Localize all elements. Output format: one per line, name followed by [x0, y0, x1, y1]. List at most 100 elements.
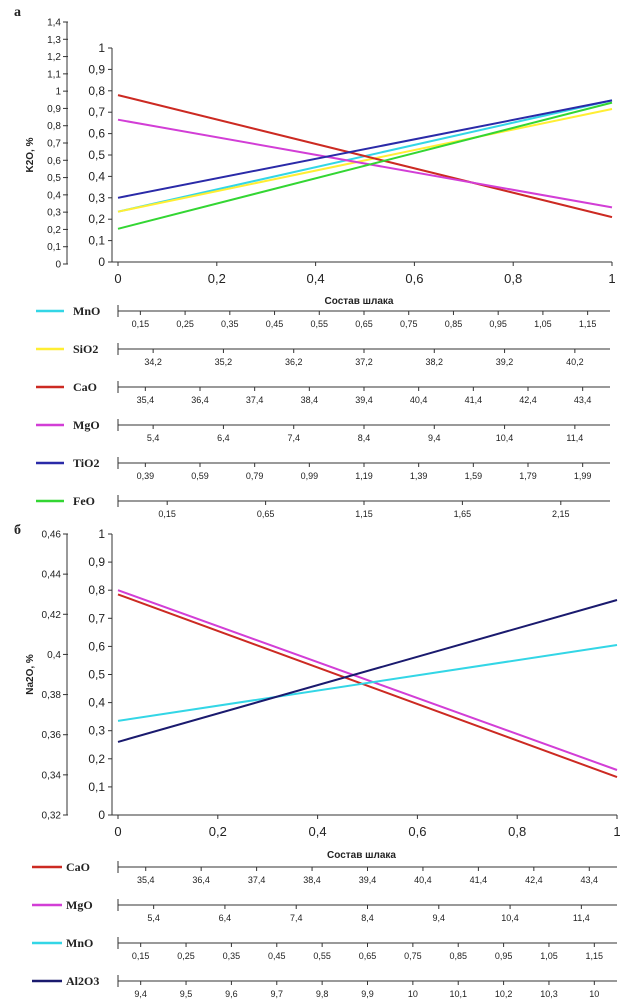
scale-tick-label: 8,4: [358, 433, 371, 443]
scale-tick-label: 0,55: [313, 951, 331, 961]
scale-tick-label: 43,4: [574, 395, 592, 405]
inner-y-tick-label: 1: [98, 41, 105, 55]
x-tick-label: 1: [613, 824, 620, 839]
scale-tick-label: 9,4: [134, 989, 147, 999]
x-tick-label: 0,8: [508, 824, 526, 839]
outer-y-tick-label: 0,38: [42, 690, 62, 701]
scale-name-al2o3: Al2O3: [66, 974, 99, 988]
x-tick-label: 0,8: [504, 271, 522, 286]
scale-tick-label: 6,4: [219, 913, 232, 923]
scale-tick-label: 36,4: [192, 875, 210, 885]
series-line-mno: [117, 644, 618, 722]
scale-tick-label: 9,5: [180, 989, 193, 999]
scale-tick-label: 10: [408, 989, 418, 999]
inner-y-tick-label: 0,4: [88, 696, 105, 710]
scale-name-sio2: SiO2: [73, 342, 98, 356]
scale-tick-label: 0,95: [495, 951, 513, 961]
scale-tick-label: 0,85: [445, 319, 463, 329]
inner-y-tick-label: 0,9: [88, 62, 105, 76]
outer-y-tick-label: 1,4: [47, 18, 61, 29]
inner-y-tick-label: 0,7: [88, 105, 105, 119]
inner-y-tick-label: 0,9: [88, 555, 105, 569]
scale-tick-label: 10,2: [495, 989, 513, 999]
outer-y-tick-label: 1,2: [47, 52, 61, 63]
y-axis-title: K2O, %: [25, 137, 36, 172]
scale-tick-label: 0,25: [177, 951, 195, 961]
inner-y-tick-label: 0,6: [88, 639, 105, 653]
scale-tick-label: 41,4: [465, 395, 483, 405]
scale-name-cao: CaO: [73, 380, 97, 394]
scale-tick-label: 9,8: [316, 989, 329, 999]
scale-tick-label: 0,95: [489, 319, 507, 329]
inner-y-tick-label: 0,5: [88, 148, 105, 162]
scale-tick-label: 39,2: [496, 357, 514, 367]
chart-panel-a: а K2O, % 0 0,1 0,2 0,3 0,4 0,5 0,6 0,7 0,8 0,9 1 1,1 1…: [14, 5, 616, 519]
inner-y-tick-label: 0,1: [88, 234, 105, 248]
scale-tick-label: 0,15: [132, 951, 150, 961]
outer-y-tick-label: 0,46: [42, 530, 62, 541]
scale-tick-label: 6,4: [217, 433, 230, 443]
scale-name-mno: MnO: [73, 304, 100, 318]
inner-y-tick-label: 0,2: [88, 752, 105, 766]
scale-tick-label: 1,79: [519, 471, 537, 481]
scale-name-cao: CaO: [66, 860, 90, 874]
scale-tick-label: 10,3: [540, 989, 558, 999]
series-line-tio2: [117, 99, 613, 199]
series-line-cao: [117, 593, 618, 779]
inner-y-tick-label: 0,3: [88, 191, 105, 205]
scale-tick-label: 5,4: [147, 913, 160, 923]
scale-tick-label: 10: [589, 989, 599, 999]
outer-y-tick-label: 0,3: [47, 208, 61, 219]
inner-y-tick-label: 0,3: [88, 724, 105, 738]
scale-name-tio2: TiO2: [73, 456, 99, 470]
series-line-mgo: [117, 118, 613, 209]
scale-tick-label: 1,15: [586, 951, 604, 961]
outer-y-tick-label: 0,4: [47, 190, 61, 201]
outer-y-tick-label: 0,7: [47, 139, 61, 150]
x-tick-label: 0: [114, 824, 121, 839]
scale-tick-label: 40,4: [414, 875, 432, 885]
scale-tick-label: 42,4: [519, 395, 537, 405]
scale-tick-label: 10,1: [449, 989, 467, 999]
scale-tick-label: 0,79: [246, 471, 264, 481]
scale-tick-label: 9,4: [428, 433, 441, 443]
series-line-mgo: [117, 589, 618, 771]
scale-tick-label: 0,65: [355, 319, 373, 329]
outer-y-tick-label: 0,1: [47, 242, 61, 253]
series-line-feo: [117, 101, 613, 230]
scale-tick-label: 40,4: [410, 395, 428, 405]
scale-tick-label: 36,4: [191, 395, 209, 405]
scale-tick-label: 38,4: [303, 875, 321, 885]
panel-label: б: [14, 523, 21, 538]
scale-tick-label: 37,2: [355, 357, 373, 367]
x-tick-label: 0,6: [405, 271, 423, 286]
x-tick-label: 0,4: [309, 824, 327, 839]
scale-tick-label: 39,4: [355, 395, 373, 405]
outer-y-tick-label: 0,4: [47, 650, 61, 661]
x-tick-label: 0: [114, 271, 121, 286]
x-tick-label: 0,4: [307, 271, 325, 286]
scale-tick-label: 40,2: [566, 357, 584, 367]
outer-y-tick-label: 0,6: [47, 156, 61, 167]
scale-tick-label: 0,15: [158, 509, 176, 519]
scale-tick-label: 8,4: [361, 913, 374, 923]
inner-y-tick-label: 0,8: [88, 84, 105, 98]
scale-tick-label: 5,4: [147, 433, 160, 443]
scale-tick-label: 1,39: [410, 471, 428, 481]
scale-tick-label: 35,4: [137, 875, 155, 885]
scale-tick-label: 1,99: [574, 471, 592, 481]
outer-y-tick-label: 0,44: [42, 570, 62, 581]
scale-tick-label: 2,15: [552, 509, 570, 519]
outer-y-tick-label: 0,2: [47, 225, 61, 236]
inner-y-tick-label: 0,4: [88, 169, 105, 183]
scale-tick-label: 9,9: [361, 989, 374, 999]
scale-tick-label: 0,45: [266, 319, 284, 329]
series-line-cao: [117, 94, 613, 219]
outer-y-tick-label: 0,32: [42, 811, 62, 822]
scale-tick-label: 41,4: [470, 875, 488, 885]
inner-y-tick-label: 1: [98, 527, 105, 541]
scale-tick-label: 42,4: [525, 875, 543, 885]
scale-tick-label: 9,7: [271, 989, 284, 999]
scale-tick-label: 9,4: [433, 913, 446, 923]
